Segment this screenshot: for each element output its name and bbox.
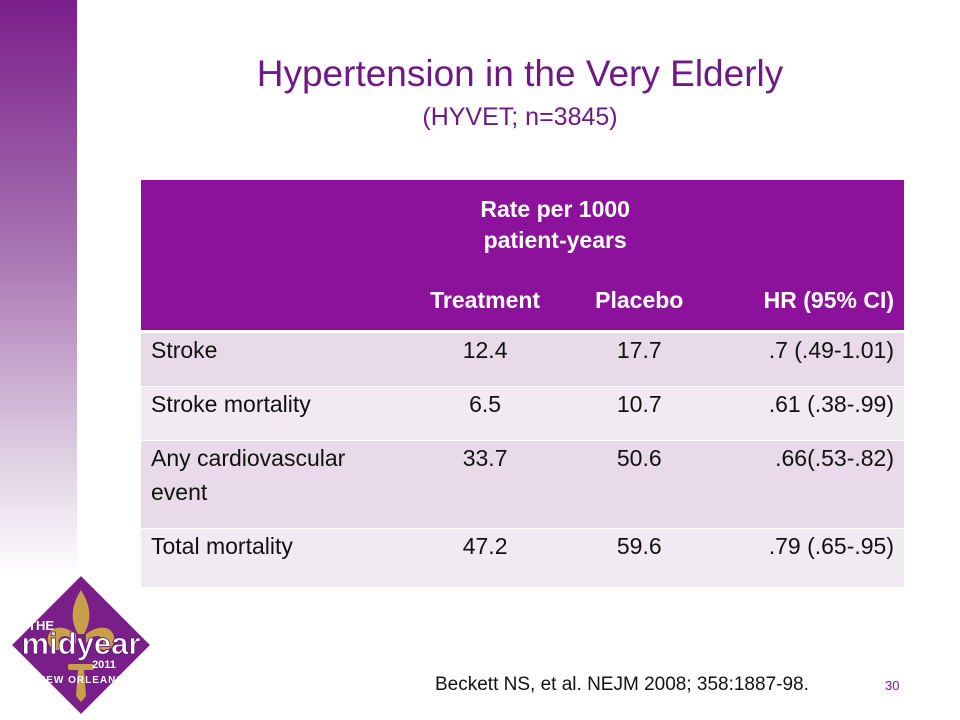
row-treatment: 12.4 xyxy=(401,331,570,387)
row-hr: .61 (.38-.99) xyxy=(709,386,904,441)
header-empty-cell xyxy=(709,180,904,270)
fleur-de-lis-icon xyxy=(47,590,115,702)
row-placebo: 17.7 xyxy=(569,331,710,387)
row-outcome: Stroke xyxy=(141,331,401,387)
table-header-group-row: Rate per 1000 patient-years xyxy=(141,180,904,270)
header-empty-cell xyxy=(141,180,401,270)
slide-subtitle: (HYVET; n=3845) xyxy=(422,103,618,131)
row-outcome: Any cardiovascular event xyxy=(141,440,401,529)
logo-city: NEW ORLEANS xyxy=(38,675,124,686)
row-placebo: 10.7 xyxy=(569,386,710,441)
table-row: Stroke mortality 6.5 10.7 .61 (.38-.99) xyxy=(141,386,904,441)
results-table: Rate per 1000 patient-years Treatment Pl… xyxy=(141,180,904,587)
row-treatment: 6.5 xyxy=(401,386,570,441)
table-row: Stroke 12.4 17.7 .7 (.49-1.01) xyxy=(141,331,904,387)
table-header-row: Treatment Placebo HR (95% CI) xyxy=(141,270,904,333)
header-treatment: Treatment xyxy=(401,270,570,333)
row-hr: .79 (.65-.95) xyxy=(709,528,904,587)
slide-title: Hypertension in the Very Elderly xyxy=(256,53,784,94)
header-outcome xyxy=(141,270,401,333)
logo-diamond xyxy=(8,572,154,718)
logo-midyear: midyear xyxy=(22,626,141,661)
midyear-logo: THE midyear 2011 NEW ORLEANS xyxy=(8,572,154,718)
header-placebo: Placebo xyxy=(569,270,710,333)
logo-the: THE xyxy=(28,618,54,633)
row-outcome: Stroke mortality xyxy=(141,386,401,441)
citation: Beckett NS, et al. NEJM 2008; 358:1887-9… xyxy=(435,674,809,695)
row-hr: .66(.53-.82) xyxy=(709,440,904,529)
row-treatment: 33.7 xyxy=(401,440,570,529)
row-treatment: 47.2 xyxy=(401,528,570,587)
logo-year: 2011 xyxy=(92,659,116,671)
row-outcome: Total mortality xyxy=(141,528,401,587)
header-hr: HR (95% CI) xyxy=(709,270,904,333)
page-number: 30 xyxy=(885,678,900,693)
row-placebo: 50.6 xyxy=(569,440,710,529)
row-hr: .7 (.49-1.01) xyxy=(709,331,904,387)
row-placebo: 59.6 xyxy=(569,528,710,587)
table-row: Any cardiovascular event 33.7 50.6 .66(.… xyxy=(141,440,904,529)
header-rate-group: Rate per 1000 patient-years xyxy=(401,180,710,270)
table-row: Total mortality 47.2 59.6 .79 (.65-.95) xyxy=(141,528,904,587)
